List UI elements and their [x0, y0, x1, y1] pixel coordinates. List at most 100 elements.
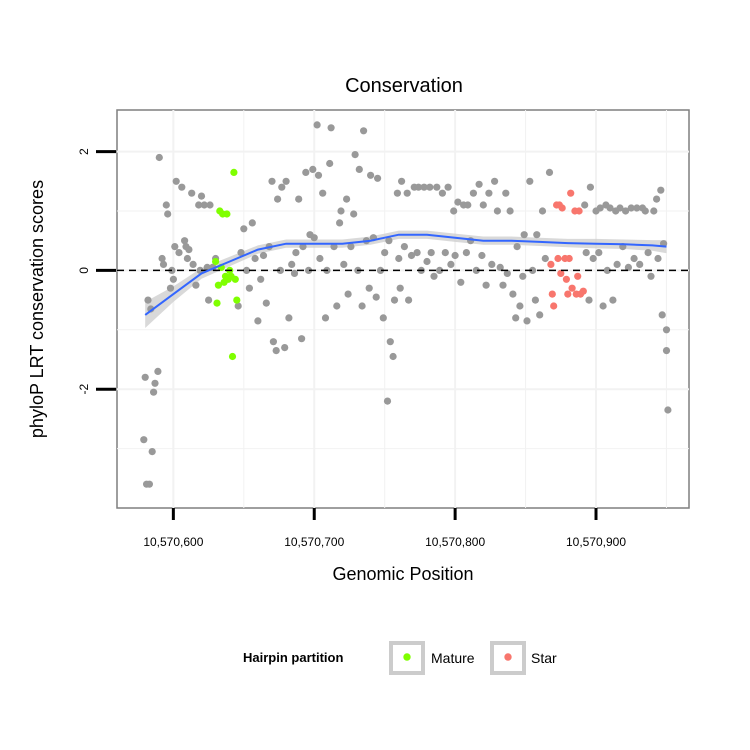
data-point-other — [636, 260, 644, 268]
data-point-other — [450, 207, 458, 215]
data-point-other — [405, 296, 413, 304]
legend-label-star: Star — [531, 650, 557, 666]
data-point-other — [479, 201, 487, 209]
data-point-other — [650, 207, 658, 215]
data-point-other — [330, 243, 338, 251]
data-point-other — [654, 254, 662, 263]
data-point-other — [420, 183, 428, 191]
data-point-other — [582, 249, 590, 257]
data-point-other — [430, 272, 438, 280]
data-point-other — [299, 243, 307, 251]
legend-title: Hairpin partition — [243, 650, 343, 665]
data-point-other — [520, 231, 528, 239]
data-point-other — [183, 254, 191, 263]
data-point-other — [444, 183, 452, 191]
legend-label-mature: Mature — [431, 650, 475, 666]
data-point-other — [653, 195, 661, 203]
data-point-other — [390, 296, 399, 304]
plot-panel — [116, 109, 690, 509]
data-point-other — [482, 281, 490, 289]
data-point-star — [562, 275, 571, 283]
y-axis-title: phyloP LRT conservation scores — [27, 180, 47, 438]
data-point-other — [379, 314, 387, 322]
data-point-other — [499, 281, 507, 289]
data-point-other — [205, 296, 213, 304]
data-point-other — [272, 347, 280, 355]
data-point-other — [305, 266, 313, 274]
data-point-other — [475, 180, 483, 188]
data-point-other — [162, 201, 170, 209]
data-point-other — [189, 260, 197, 268]
data-point-star — [558, 204, 566, 212]
data-point-other — [627, 204, 635, 212]
legend: Hairpin partition Mature Star — [243, 641, 557, 675]
data-point-other — [512, 314, 520, 322]
data-point-other — [502, 189, 510, 197]
data-point-other — [281, 344, 289, 352]
data-point-other — [175, 249, 183, 257]
data-point-other — [585, 296, 593, 304]
confidence-ribbon — [145, 230, 667, 328]
data-point-other — [523, 317, 531, 325]
data-point-other — [169, 275, 177, 283]
data-point-other — [185, 246, 193, 254]
data-point-other — [309, 165, 317, 173]
data-point-other — [423, 257, 431, 266]
data-point-other — [613, 260, 621, 268]
data-point-other — [451, 251, 459, 260]
data-point-star — [575, 207, 583, 215]
data-point-other — [503, 269, 511, 277]
data-point-other — [372, 293, 380, 301]
data-point-other — [622, 207, 630, 215]
data-point-other — [589, 254, 597, 263]
data-point-other — [319, 189, 327, 197]
data-point-other — [506, 207, 514, 215]
data-point-other — [367, 171, 375, 179]
data-point-other — [344, 290, 352, 298]
data-point-other — [641, 207, 649, 215]
data-point-other — [630, 254, 638, 263]
data-point-other — [533, 231, 541, 239]
data-point-other — [599, 302, 607, 310]
axis-ticks: 10,570,600 10,570,700 10,570,800 10,570,900… — [77, 148, 626, 549]
data-point-other — [316, 254, 324, 263]
y-tick-label: 2 — [77, 148, 91, 155]
data-point-other — [519, 272, 527, 280]
data-point-other — [314, 171, 323, 179]
x-tick-label: 10,570,600 — [143, 535, 203, 549]
data-point-star — [557, 269, 565, 277]
data-point-mature — [231, 275, 239, 283]
data-point-other — [268, 177, 276, 185]
data-point-mature — [213, 299, 221, 307]
data-point-other — [658, 311, 666, 319]
data-point-other — [159, 260, 168, 268]
data-point-other — [172, 177, 180, 185]
data-point-other — [195, 201, 203, 209]
confidence-ribbon-layer — [145, 230, 667, 328]
data-point-star — [554, 254, 562, 263]
data-point-other — [438, 189, 446, 197]
smooth-line-layer — [144, 233, 667, 316]
data-point-other — [526, 177, 534, 185]
data-point-other — [536, 311, 544, 319]
x-tick-label: 10,570,800 — [425, 535, 485, 549]
data-point-other — [393, 189, 401, 197]
data-point-star — [568, 284, 576, 292]
data-point-other — [644, 249, 652, 257]
data-point-star — [547, 260, 555, 268]
data-point-other — [141, 373, 149, 381]
data-point-other — [464, 201, 472, 209]
data-point-other — [541, 254, 549, 263]
data-point-other — [150, 388, 158, 396]
data-point-other — [292, 249, 300, 257]
data-point-other — [155, 153, 163, 162]
data-point-other — [276, 266, 284, 274]
data-point-other — [596, 204, 604, 212]
grid-lines — [117, 110, 689, 508]
legend-item-mature: Mature — [389, 641, 475, 675]
data-point-mature — [228, 352, 237, 361]
data-point-other — [360, 127, 368, 135]
data-point-other — [313, 121, 321, 129]
data-point-other — [386, 338, 394, 346]
